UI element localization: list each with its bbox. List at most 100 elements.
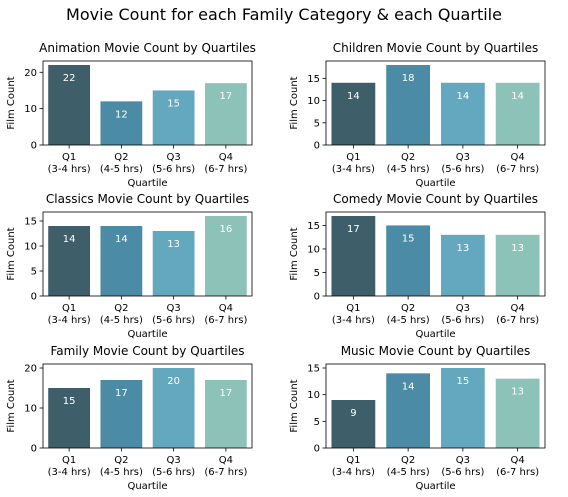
x-axis-label: Quartile: [127, 178, 167, 189]
x-tick-sublabel: (6-7 hrs): [496, 467, 539, 478]
chart-title: Animation Movie Count by Quartiles: [39, 41, 256, 55]
x-tick-label: Q3: [456, 455, 470, 466]
bar: [48, 226, 91, 296]
bar: [495, 82, 540, 145]
x-tick-sublabel: (5-6 hrs): [441, 164, 484, 175]
y-tick-label: 5: [314, 268, 320, 279]
x-tick-sublabel: (3-4 hrs): [332, 467, 375, 478]
bar: [48, 388, 91, 448]
bar-value-label: 17: [220, 388, 233, 399]
bar: [440, 234, 485, 296]
bar-value-label: 14: [347, 91, 360, 102]
x-tick-label: Q4: [219, 152, 233, 163]
x-tick-label: Q1: [62, 152, 76, 163]
x-tick-sublabel: (6-7 hrs): [496, 315, 539, 326]
y-tick-label: 0: [314, 141, 320, 152]
bar-value-label: 14: [115, 234, 128, 245]
x-tick-label: Q3: [167, 152, 181, 163]
x-tick-label: Q4: [511, 152, 525, 163]
chart-panel: 14 18 14 14 0 5 10 15 Q1(3-4 hrs) Q2(4-5 hrs) Q3(5…: [289, 41, 546, 189]
x-tick-sublabel: (6-7 hrs): [204, 467, 247, 478]
x-tick-label: Q1: [346, 303, 360, 314]
x-tick-label: Q3: [456, 303, 470, 314]
bar-value-label: 14: [63, 234, 76, 245]
chart-panel: 14 14 13 16 0 5 10 15 Q1(3-4 hrs) Q2(4-5 hrs) Q3(5…: [6, 192, 253, 340]
y-tick-label: 15: [24, 217, 37, 228]
x-tick-label: Q2: [114, 455, 128, 466]
bar: [386, 65, 431, 145]
bar: [331, 400, 376, 448]
x-tick-sublabel: (4-5 hrs): [387, 315, 430, 326]
x-tick-sublabel: (5-6 hrs): [441, 315, 484, 326]
x-tick-sublabel: (5-6 hrs): [441, 467, 484, 478]
chart-title: Family Movie Count by Quartiles: [50, 344, 244, 358]
x-tick-label: Q2: [401, 303, 415, 314]
bar: [440, 82, 485, 145]
bar: [204, 380, 247, 448]
y-tick-label: 10: [24, 104, 37, 115]
y-tick-label: 0: [314, 444, 320, 455]
bar: [100, 101, 143, 145]
x-axis-label: Quartile: [415, 481, 455, 492]
plot-frame: [42, 363, 253, 449]
y-axis-label: Film Count: [289, 379, 300, 432]
y-tick-label: 15: [307, 74, 320, 85]
bar: [204, 216, 247, 296]
x-tick-sublabel: (3-4 hrs): [332, 315, 375, 326]
bar: [495, 234, 540, 296]
bar: [152, 368, 195, 448]
y-tick-label: 10: [307, 244, 320, 255]
bar-value-label: 13: [167, 239, 180, 250]
y-tick-label: 5: [314, 417, 320, 428]
bar-value-label: 14: [402, 381, 415, 392]
x-tick-label: Q2: [401, 455, 415, 466]
bar: [152, 90, 195, 145]
x-tick-sublabel: (3-4 hrs): [48, 467, 91, 478]
chart-panel: 17 15 13 13 0 5 10 15 Q1(3-4 hrs) Q2(4-5 hrs) Q3(5…: [289, 192, 546, 340]
x-tick-sublabel: (4-5 hrs): [100, 315, 143, 326]
bar: [440, 368, 485, 448]
bar: [386, 373, 431, 448]
bar-value-label: 17: [347, 224, 360, 235]
y-tick-label: 15: [307, 221, 320, 232]
x-tick-label: Q1: [346, 455, 360, 466]
bar-value-label: 9: [350, 408, 356, 419]
plot-frame: [42, 211, 253, 297]
x-tick-label: Q2: [114, 152, 128, 163]
chart-title: Comedy Movie Count by Quartiles: [333, 192, 538, 206]
bar: [100, 226, 143, 296]
y-tick-label: 0: [31, 444, 37, 455]
y-tick-label: 5: [314, 118, 320, 129]
chart-panel: 9 14 15 13 0 5 10 15 Q1(3-4 hrs) Q2(4-5 hrs) Q3(5-…: [289, 344, 546, 492]
y-tick-label: 20: [24, 68, 37, 79]
bar-value-label: 17: [115, 388, 128, 399]
y-axis-label: Film Count: [289, 227, 300, 280]
bar-value-label: 15: [63, 396, 76, 407]
bar: [495, 378, 540, 448]
x-axis-label: Quartile: [415, 329, 455, 340]
bar: [204, 83, 247, 145]
x-tick-sublabel: (4-5 hrs): [100, 467, 143, 478]
x-tick-label: Q3: [456, 152, 470, 163]
bar-value-label: 13: [511, 387, 524, 398]
x-tick-sublabel: (4-5 hrs): [100, 164, 143, 175]
bar: [331, 82, 376, 145]
plot-frame: [42, 60, 253, 146]
y-tick-label: 10: [307, 390, 320, 401]
plot-frame: [325, 211, 546, 297]
y-axis-label: Film Count: [289, 76, 300, 129]
x-tick-label: Q4: [219, 455, 233, 466]
x-tick-sublabel: (3-4 hrs): [48, 315, 91, 326]
x-tick-sublabel: (5-6 hrs): [152, 315, 195, 326]
x-tick-label: Q2: [114, 303, 128, 314]
chart-panel: 22 12 15 17 0 10 20 Q1(3-4 hrs) Q2(4-5 hrs) Q3(5-…: [6, 41, 256, 189]
bar-value-label: 13: [511, 243, 524, 254]
chart-title: Music Movie Count by Quartiles: [341, 344, 531, 358]
y-tick-label: 5: [31, 267, 37, 278]
y-tick-label: 10: [24, 242, 37, 253]
figure-title: Movie Count for each Family Category & e…: [66, 5, 502, 24]
y-axis-label: Film Count: [6, 379, 17, 432]
chart-panel: 15 17 20 17 0 10 20 Q1(3-4 hrs) Q2(4-5 hrs) Q3(5-…: [6, 344, 253, 492]
x-tick-label: Q3: [167, 303, 181, 314]
